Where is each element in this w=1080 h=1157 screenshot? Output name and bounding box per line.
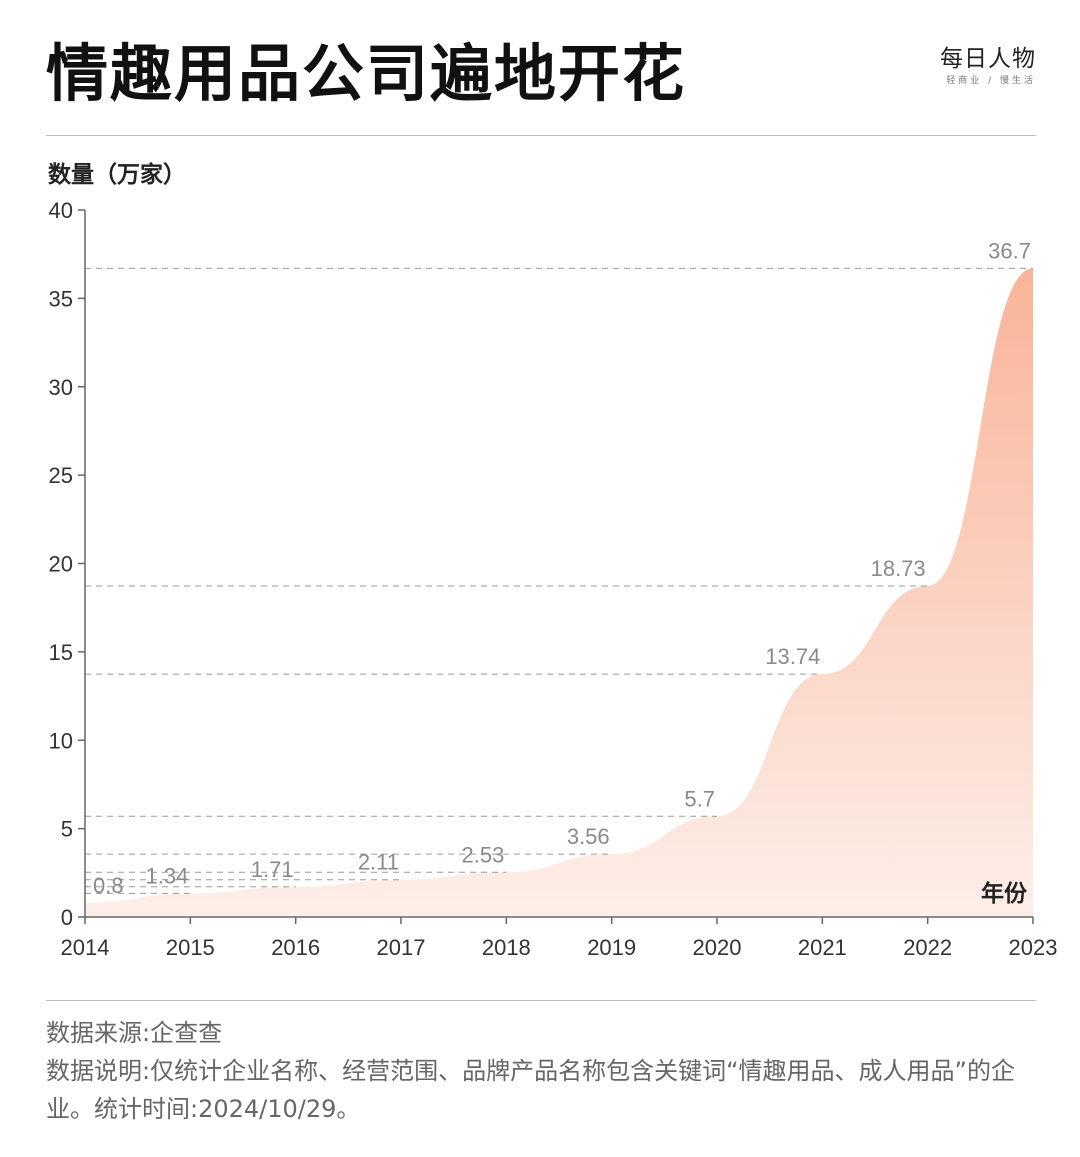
data-label: 3.56 [567, 824, 610, 849]
area-chart: 0 5 10 15 20 25 30 35 40 2014 2015 2016 2017 2018 2019… [49, 198, 1058, 960]
data-label: 2.11 [358, 850, 399, 875]
data-label: 18.73 [871, 556, 926, 581]
x-tick-label: 2023 [1009, 935, 1058, 960]
y-tick-label: 40 [49, 198, 73, 223]
y-tick-label: 15 [49, 640, 73, 665]
chart-title: 情趣用品公司遍地开花 [46, 37, 687, 110]
x-tick-label: 2018 [482, 935, 531, 960]
brand-name: 每日人物 [940, 46, 1036, 72]
x-tick-label: 2016 [271, 935, 320, 960]
y-tick-label: 25 [49, 463, 73, 488]
brand-logo: 每日人物 轻商业 / 慢生活 [940, 44, 1036, 88]
data-source-note: 数据来源:企查查 [46, 1019, 223, 1047]
brand-tagline: 轻商业 / 慢生活 [946, 76, 1036, 86]
x-tick-label: 2014 [61, 935, 110, 960]
data-label: 36.7 [988, 238, 1031, 263]
x-tick-label: 2020 [693, 935, 742, 960]
y-tick-label: 35 [49, 286, 73, 311]
x-axis-label: 年份 [981, 880, 1028, 907]
y-tick-label: 0 [61, 905, 73, 930]
y-tick-label: 10 [49, 728, 73, 753]
data-label: 1.71 [251, 857, 294, 882]
bottom-divider [46, 1000, 1036, 1001]
y-tick-label: 5 [61, 817, 73, 842]
data-label: 0.8 [93, 873, 124, 898]
area-series [85, 268, 1033, 917]
x-tick-label: 2015 [166, 935, 215, 960]
x-tick-label: 2019 [587, 935, 636, 960]
data-description-note: 数据说明:仅统计企业名称、经营范围、品牌产品名称包含关键词“情趣用品、成人用品”… [46, 1057, 1015, 1123]
data-label: 13.74 [765, 644, 820, 669]
top-divider [46, 135, 1036, 136]
data-label: 2.53 [462, 842, 505, 867]
y-tick-label: 20 [49, 552, 73, 577]
y-tick-label: 30 [49, 375, 73, 400]
x-tick-label: 2021 [798, 935, 847, 960]
data-label: 1.34 [146, 863, 189, 888]
x-tick-label: 2022 [903, 935, 952, 960]
y-axis-label: 数量（万家） [48, 162, 186, 188]
x-tick-label: 2017 [377, 935, 426, 960]
data-label: 5.7 [684, 786, 715, 811]
